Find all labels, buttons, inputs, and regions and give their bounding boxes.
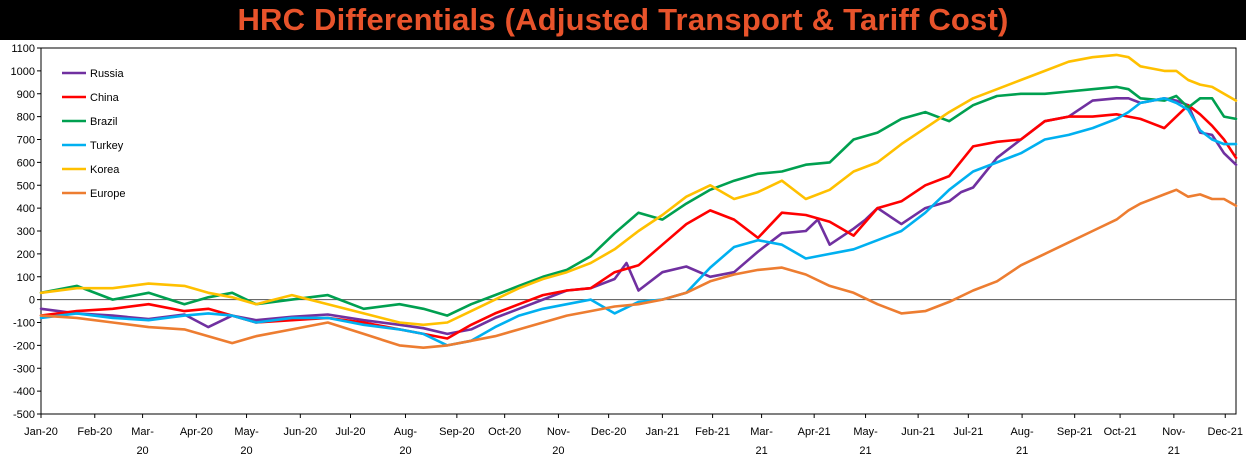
x-tick-label: Feb-21 <box>695 426 730 438</box>
y-tick-label: -400 <box>13 386 35 398</box>
x-tick-label: Jan-20 <box>24 426 58 438</box>
y-tick-label: 400 <box>17 203 35 215</box>
x-tick-label: Mar- <box>131 426 154 438</box>
x-tick-label-line2: 21 <box>755 445 767 457</box>
y-tick-label: 700 <box>17 135 35 147</box>
series-line-turkey <box>39 96 1238 347</box>
x-tick-label-line2: 20 <box>240 445 252 457</box>
legend-label-korea: Korea <box>90 164 120 176</box>
x-tick-label: Jun-20 <box>283 426 317 438</box>
y-tick-label: 100 <box>17 272 35 284</box>
y-tick-label: 1100 <box>11 43 35 55</box>
series-line-russia <box>39 96 1238 336</box>
legend-label-russia: Russia <box>90 68 125 80</box>
line-chart: -500 -400 -300 -200 -100 0 100 200 300 400 500 600 7… <box>11 43 1243 457</box>
x-tick-label-line2: 20 <box>399 445 411 457</box>
x-tick-label: Sep-21 <box>1057 426 1092 438</box>
x-tick-label-line2: 20 <box>552 445 564 457</box>
legend-label-china: China <box>90 92 120 104</box>
chart-title-bar: HRC Differentials (Adjusted Transport & … <box>0 0 1246 40</box>
y-tick-label: -300 <box>13 363 35 375</box>
x-tick-label: Oct-20 <box>488 426 521 438</box>
x-tick-label: Apr-21 <box>798 426 831 438</box>
x-axis: Jan-20 Feb-20 Mar- 20 Apr-20 May- 20 Jun-20 Jul-… <box>24 414 1243 457</box>
x-tick-label: Jun-21 <box>901 426 935 438</box>
x-tick-label-line2: 21 <box>1016 445 1028 457</box>
y-tick-label: 800 <box>17 112 35 124</box>
x-tick-label: Jul-20 <box>336 426 366 438</box>
x-tick-label-line2: 21 <box>859 445 871 457</box>
chart-title: HRC Differentials (Adjusted Transport & … <box>237 2 1009 37</box>
legend-label-turkey: Turkey <box>90 140 124 152</box>
x-tick-label: Feb-20 <box>77 426 112 438</box>
x-tick-label: Jan-21 <box>646 426 680 438</box>
x-tick-label: Apr-20 <box>180 426 213 438</box>
x-tick-label: Aug- <box>1010 426 1034 438</box>
x-tick-label: Oct-21 <box>1104 426 1137 438</box>
series-line-europe <box>39 188 1238 350</box>
y-tick-label: 200 <box>17 249 35 261</box>
legend: Russia China Brazil Turkey Korea Europe <box>62 68 125 200</box>
series-group <box>39 53 1238 350</box>
x-tick-label-line2: 21 <box>1168 445 1180 457</box>
x-tick-label: May- <box>853 426 878 438</box>
x-tick-label: Jul-21 <box>953 426 983 438</box>
x-tick-label: May- <box>234 426 259 438</box>
x-tick-label-line2: 20 <box>136 445 148 457</box>
x-tick-label: Nov- <box>547 426 571 438</box>
y-axis: -500 -400 -300 -200 -100 0 100 200 300 400 500 600 7… <box>11 43 41 421</box>
legend-label-brazil: Brazil <box>90 116 118 128</box>
series-line-brazil <box>39 85 1238 317</box>
y-tick-label: -100 <box>13 318 35 330</box>
x-tick-label: Nov- <box>1162 426 1186 438</box>
x-tick-label: Aug- <box>394 426 418 438</box>
legend-label-europe: Europe <box>90 188 125 200</box>
x-tick-label: Sep-20 <box>439 426 474 438</box>
y-tick-label: 300 <box>17 226 35 238</box>
x-tick-label: Mar- <box>750 426 773 438</box>
y-tick-label: 1000 <box>11 66 35 78</box>
y-tick-label: 600 <box>17 157 35 169</box>
y-tick-label: 900 <box>17 89 35 101</box>
y-tick-label: -200 <box>13 340 35 352</box>
y-tick-label: 0 <box>29 295 35 307</box>
x-tick-label: Dec-20 <box>591 426 626 438</box>
x-tick-label: Dec-21 <box>1208 426 1243 438</box>
y-tick-label: -500 <box>13 409 35 421</box>
y-tick-label: 500 <box>17 180 35 192</box>
series-line-korea <box>39 53 1238 327</box>
